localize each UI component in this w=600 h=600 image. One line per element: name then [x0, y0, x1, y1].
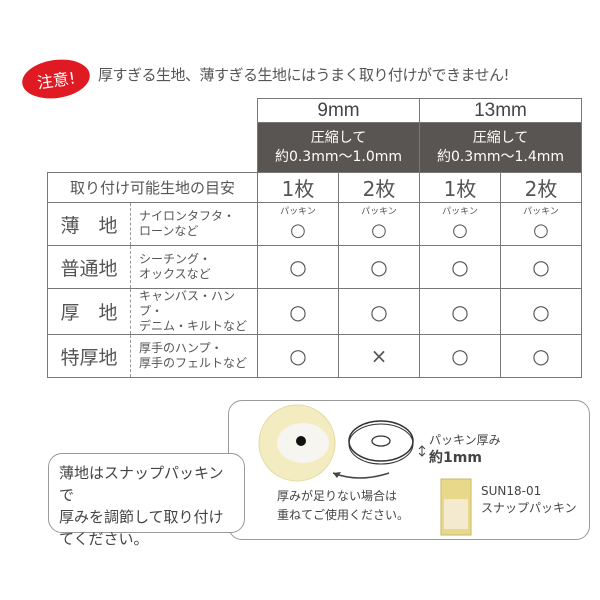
thickness-label: パッキン厚み 約1mm [429, 433, 501, 466]
mark-cell: ○ [257, 245, 339, 289]
stack-note: 厚みが足りない場合は 重ねてご使用ください。 [277, 489, 410, 522]
count-header: 2枚 [338, 172, 420, 203]
mark-cell: ○ [338, 288, 420, 335]
thickness-arrow-icon [418, 445, 426, 457]
callout-note: 薄地はスナップパッキンで 厚みを調節して取り付け てください。 [48, 453, 245, 548]
mark-cell: ○ [419, 334, 501, 378]
warning-text: 厚すぎる生地、薄すぎる生地にはうまく取り付けができません! [98, 66, 510, 84]
warning-badge: 注意! [19, 55, 93, 103]
washer-image [348, 420, 414, 465]
fabric-examples: 厚手のハンプ・ 厚手のフェルトなど [130, 334, 258, 378]
mark-cell: ○ [500, 245, 582, 289]
empty-corner [47, 122, 258, 173]
fabric-examples: キャンバス・ハンプ・ デニム・キルトなど [130, 288, 258, 335]
mark-cell: パッキン ○ [257, 202, 339, 246]
info-panel: パッキン厚み 約1mm 厚みが足りない場合は 重ねてご使用ください。 SUN18-0… [228, 400, 590, 540]
mark-cell: ○ [257, 334, 339, 378]
table-row: 普通地 シーチング・ オックスなど ○ ○ ○ ○ [47, 245, 582, 289]
fabric-name: 薄 地 [47, 202, 131, 246]
fabric-examples: ナイロンタフタ・ ローンなど [130, 202, 258, 246]
table-row: 薄 地 ナイロンタフタ・ ローンなど パッキン ○ パッキン ○ パッキン ○ パッキン… [47, 202, 582, 246]
table-row: 厚 地 キャンバス・ハンプ・ デニム・キルトなど ○ ○ ○ ○ [47, 288, 582, 335]
mark-cell: ○ [500, 288, 582, 335]
mark-cell: パッキン ○ [500, 202, 582, 246]
fabric-name: 普通地 [47, 245, 131, 289]
arrow-icon [332, 472, 390, 479]
illustration [258, 404, 472, 536]
compression-13mm: 圧縮して 約0.3mm～1.4mm [419, 122, 582, 173]
mark-cell: × [338, 334, 420, 378]
size-header-13mm: 13mm [419, 98, 582, 123]
count-header: 1枚 [419, 172, 501, 203]
size-header-9mm: 9mm [257, 98, 420, 123]
fabric-snap-image [258, 404, 336, 482]
mark-cell: ○ [257, 288, 339, 335]
product-package-image [440, 478, 472, 536]
compression-9mm: 圧縮して 約0.3mm～1.0mm [257, 122, 420, 173]
fabric-name: 特厚地 [47, 334, 131, 378]
fabric-examples: シーチング・ オックスなど [130, 245, 258, 289]
fabric-name: 厚 地 [47, 288, 131, 335]
count-header: 1枚 [257, 172, 339, 203]
mark-cell: ○ [500, 334, 582, 378]
table-row: 特厚地 厚手のハンプ・ 厚手のフェルトなど ○ × ○ ○ [47, 334, 582, 378]
mark-cell: パッキン ○ [338, 202, 420, 246]
mark-cell: パッキン ○ [419, 202, 501, 246]
mark-cell: ○ [419, 245, 501, 289]
count-header: 2枚 [500, 172, 582, 203]
mark-cell: ○ [419, 288, 501, 335]
fabric-compatibility-table: 9mm 13mm 圧縮して 約0.3mm～1.0mm 圧縮して 約0.3mm～1.4… [47, 98, 582, 378]
empty-corner [48, 99, 258, 123]
guide-label: 取り付け可能生地の目安 [47, 172, 258, 203]
mark-cell: ○ [338, 245, 420, 289]
product-label: SUN18-01 スナップパッキン [481, 484, 577, 515]
